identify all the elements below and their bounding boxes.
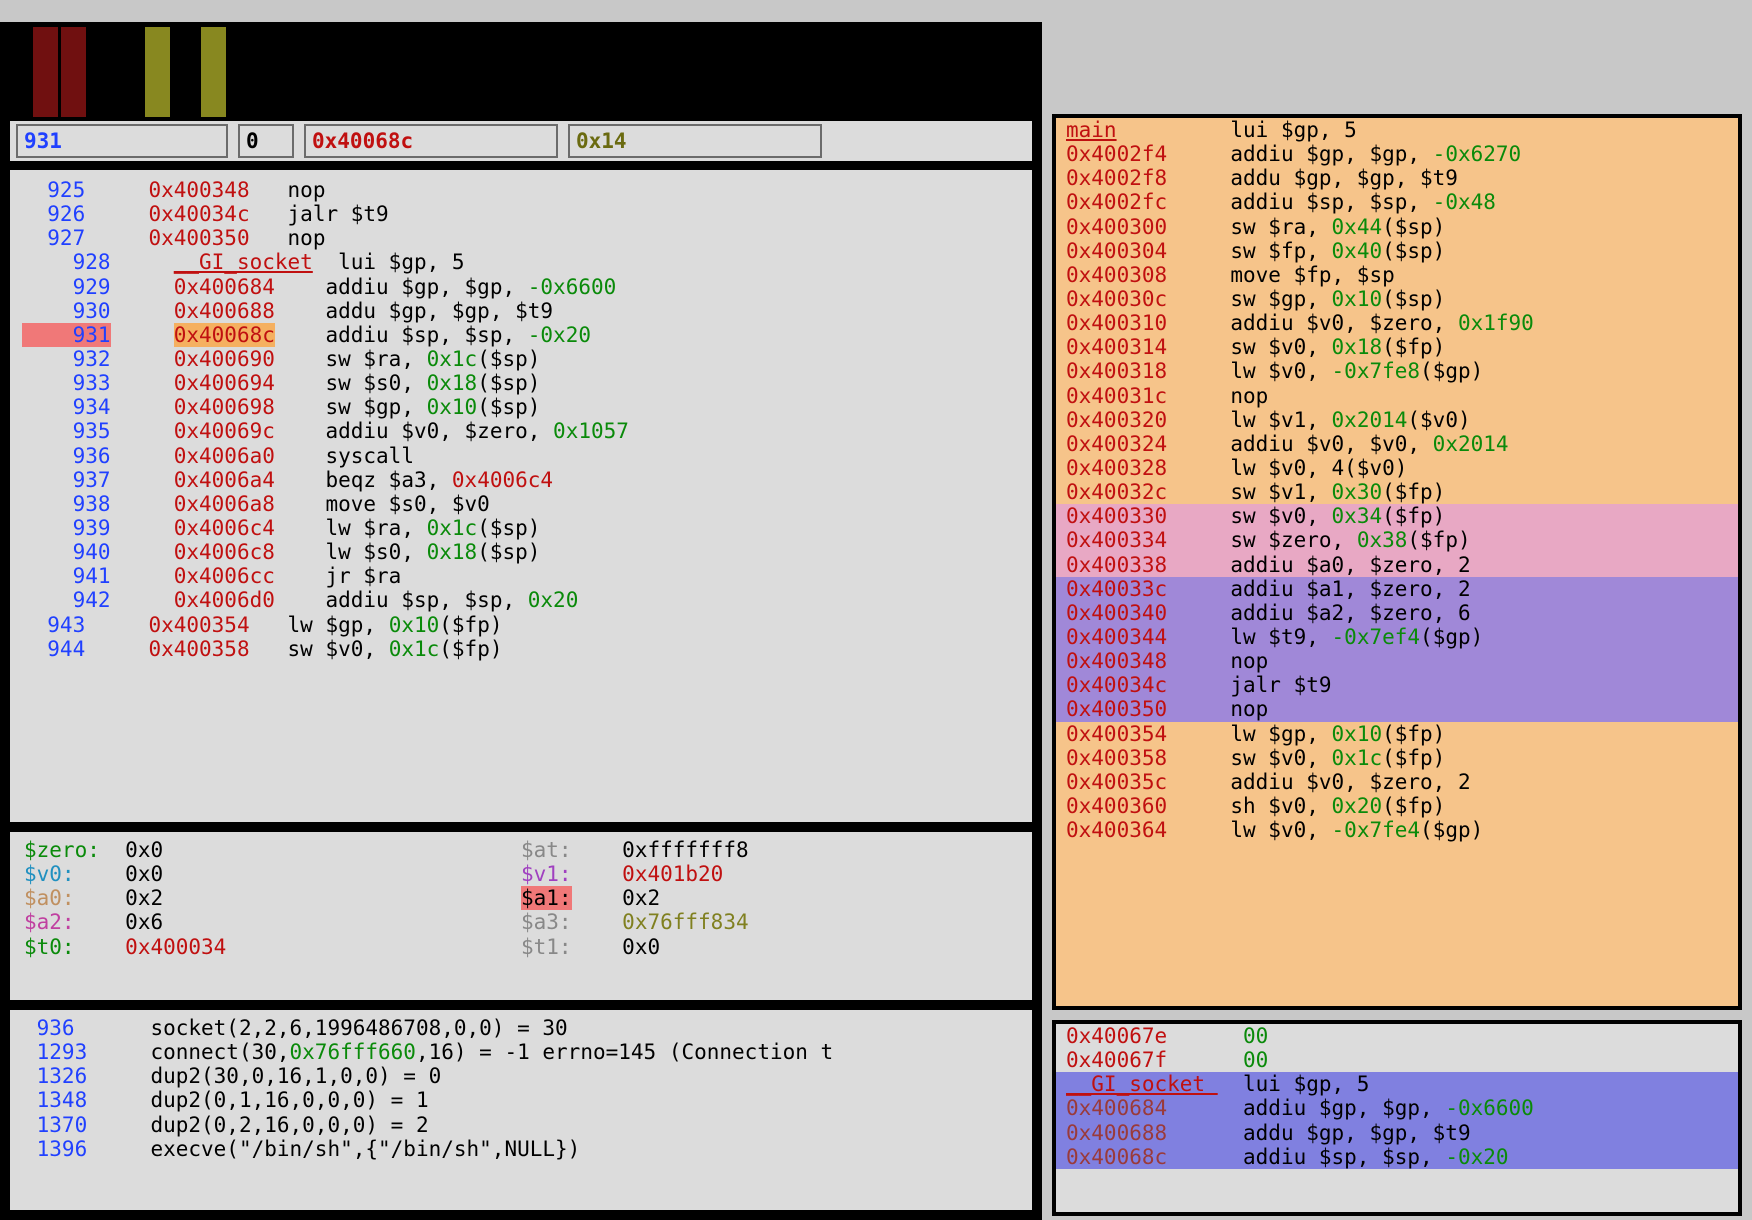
disasm-row[interactable]: 926 0x40034c jalr $t9 bbox=[10, 202, 1032, 226]
line-value: 931 bbox=[24, 129, 62, 153]
func-disasm-row[interactable]: 0x400310 addiu $v0, $zero, 0x1f90 bbox=[1056, 311, 1738, 335]
func-disasm-row[interactable]: 0x400354 lw $gp, 0x10($fp) bbox=[1056, 722, 1738, 746]
disasm-row[interactable]: 935 0x40069c addiu $v0, $zero, 0x1057 bbox=[10, 419, 1032, 443]
trace-row[interactable]: 1348 dup2(0,1,16,0,0,0) = 1 bbox=[24, 1088, 1018, 1112]
disasm-row[interactable]: 937 0x4006a4 beqz $a3, 0x4006c4 bbox=[10, 468, 1032, 492]
memmap-block[interactable] bbox=[145, 27, 170, 117]
disasm-row[interactable]: 931 0x40068c addiu $sp, $sp, -0x20 bbox=[10, 323, 1032, 347]
trace-row[interactable]: 936 socket(2,2,6,1996486708,0,0) = 30 bbox=[24, 1016, 1018, 1040]
func-disasm-row[interactable]: 0x400308 move $fp, $sp bbox=[1056, 263, 1738, 287]
memmap-block[interactable] bbox=[173, 27, 198, 117]
trace-row[interactable]: 1326 dup2(30,0,16,1,0,0) = 0 bbox=[24, 1064, 1018, 1088]
disasm-row[interactable]: 928 __GI_socket lui $gp, 5 bbox=[10, 250, 1032, 274]
func-disasm-row[interactable]: 0x400350 nop bbox=[1056, 697, 1738, 721]
func-disasm-row[interactable]: 0x40032c sw $v1, 0x30($fp) bbox=[1056, 480, 1738, 504]
raw-row[interactable]: 0x40067f 00 bbox=[1056, 1048, 1738, 1072]
func-disasm-row[interactable]: 0x40030c sw $gp, 0x10($sp) bbox=[1056, 287, 1738, 311]
func-disasm-row[interactable]: 0x4002f8 addu $gp, $gp, $t9 bbox=[1056, 166, 1738, 190]
trace-row[interactable]: 1293 connect(30,0x76fff660,16) = -1 errn… bbox=[24, 1040, 1018, 1064]
memmap-block[interactable] bbox=[33, 27, 58, 117]
func-disasm-row[interactable]: 0x400330 sw $v0, 0x34($fp) bbox=[1056, 504, 1738, 528]
syscall-trace-panel[interactable]: 936 socket(2,2,6,1996486708,0,0) = 30 12… bbox=[5, 1005, 1037, 1215]
func-disasm-row[interactable]: 0x40033c addiu $a1, $zero, 2 bbox=[1056, 577, 1738, 601]
func-disasm-row[interactable]: 0x400300 sw $ra, 0x44($sp) bbox=[1056, 215, 1738, 239]
step-value: 0 bbox=[246, 129, 259, 153]
func-disasm-row[interactable]: 0x400318 lw $v0, -0x7fe8($gp) bbox=[1056, 359, 1738, 383]
memmap-block[interactable] bbox=[89, 27, 114, 117]
disassembly-panel[interactable]: 925 0x400348 nop 926 0x40034c jalr $t9 9… bbox=[5, 165, 1037, 827]
inputs-row: 931 0 0x40068c 0x14 bbox=[5, 117, 1037, 165]
disasm-row[interactable]: 938 0x4006a8 move $s0, $v0 bbox=[10, 492, 1032, 516]
register-row: $t0: 0x400034$t1: 0x0 bbox=[24, 935, 1018, 959]
func-disasm-row[interactable]: 0x400338 addiu $a0, $zero, 2 bbox=[1056, 553, 1738, 577]
disasm-row[interactable]: 936 0x4006a0 syscall bbox=[10, 444, 1032, 468]
offset-value: 0x14 bbox=[576, 129, 627, 153]
step-input[interactable]: 0 bbox=[238, 124, 294, 158]
func-disasm-row[interactable]: 0x400324 addiu $v0, $v0, 0x2014 bbox=[1056, 432, 1738, 456]
address-value: 0x40068c bbox=[312, 129, 413, 153]
disasm-row[interactable]: 944 0x400358 sw $v0, 0x1c($fp) bbox=[10, 637, 1032, 661]
func-disasm-row[interactable]: 0x400360 sh $v0, 0x20($fp) bbox=[1056, 794, 1738, 818]
disasm-row[interactable]: 929 0x400684 addiu $gp, $gp, -0x6600 bbox=[10, 275, 1032, 299]
memory-map-bar[interactable] bbox=[5, 27, 1037, 117]
func-disasm-row[interactable]: 0x4002f4 addiu $gp, $gp, -0x6270 bbox=[1056, 142, 1738, 166]
function-disasm-panel[interactable]: main lui $gp, 50x4002f4 addiu $gp, $gp, … bbox=[1052, 114, 1742, 1010]
disasm-row[interactable]: 943 0x400354 lw $gp, 0x10($fp) bbox=[10, 613, 1032, 637]
raw-row[interactable]: 0x400684 addiu $gp, $gp, -0x6600 bbox=[1056, 1096, 1738, 1120]
trace-row[interactable]: 1370 dup2(0,2,16,0,0,0) = 2 bbox=[24, 1113, 1018, 1137]
register-row: $a2: 0x6$a3: 0x76fff834 bbox=[24, 910, 1018, 934]
func-disasm-row[interactable]: 0x400314 sw $v0, 0x18($fp) bbox=[1056, 335, 1738, 359]
func-disasm-row[interactable]: 0x400348 nop bbox=[1056, 649, 1738, 673]
disasm-row[interactable]: 940 0x4006c8 lw $s0, 0x18($sp) bbox=[10, 540, 1032, 564]
disasm-row[interactable]: 934 0x400698 sw $gp, 0x10($sp) bbox=[10, 395, 1032, 419]
raw-row[interactable]: 0x40067e 00 bbox=[1056, 1024, 1738, 1048]
line-input[interactable]: 931 bbox=[16, 124, 228, 158]
address-input[interactable]: 0x40068c bbox=[304, 124, 558, 158]
func-disasm-row[interactable]: 0x40035c addiu $v0, $zero, 2 bbox=[1056, 770, 1738, 794]
func-disasm-row[interactable]: 0x400334 sw $zero, 0x38($fp) bbox=[1056, 528, 1738, 552]
func-disasm-row[interactable]: 0x400364 lw $v0, -0x7fe4($gp) bbox=[1056, 818, 1738, 842]
right-column: main lui $gp, 50x4002f4 addiu $gp, $gp, … bbox=[1042, 22, 1750, 1220]
func-disasm-row[interactable]: 0x400328 lw $v0, 4($v0) bbox=[1056, 456, 1738, 480]
memmap-block[interactable] bbox=[61, 27, 86, 117]
memmap-block[interactable] bbox=[117, 27, 142, 117]
app-root: 931 0 0x40068c 0x14 925 0x400348 nop 926… bbox=[0, 0, 1752, 1220]
register-row: $zero: 0x0$at: 0xfffffff8 bbox=[24, 838, 1018, 862]
raw-row[interactable]: __GI_socket lui $gp, 5 bbox=[1056, 1072, 1738, 1096]
disasm-row[interactable]: 933 0x400694 sw $s0, 0x18($sp) bbox=[10, 371, 1032, 395]
raw-row[interactable]: 0x400688 addu $gp, $gp, $t9 bbox=[1056, 1121, 1738, 1145]
func-disasm-row[interactable]: 0x400320 lw $v1, 0x2014($v0) bbox=[1056, 408, 1738, 432]
func-disasm-row[interactable]: 0x400344 lw $t9, -0x7ef4($gp) bbox=[1056, 625, 1738, 649]
func-disasm-row[interactable]: main lui $gp, 5 bbox=[1056, 118, 1738, 142]
disasm-row[interactable]: 941 0x4006cc jr $ra bbox=[10, 564, 1032, 588]
disasm-row[interactable]: 925 0x400348 nop bbox=[10, 178, 1032, 202]
register-row: $a0: 0x2$a1: 0x2 bbox=[24, 886, 1018, 910]
raw-bytes-panel[interactable]: 0x40067e 000x40067f 00__GI_socket lui $g… bbox=[1052, 1020, 1742, 1216]
offset-input[interactable]: 0x14 bbox=[568, 124, 822, 158]
disasm-row[interactable]: 932 0x400690 sw $ra, 0x1c($sp) bbox=[10, 347, 1032, 371]
register-row: $v0: 0x0$v1: 0x401b20 bbox=[24, 862, 1018, 886]
func-disasm-row[interactable]: 0x400358 sw $v0, 0x1c($fp) bbox=[1056, 746, 1738, 770]
registers-panel[interactable]: $zero: 0x0$at: 0xfffffff8$v0: 0x0$v1: 0x… bbox=[5, 827, 1037, 1005]
raw-row[interactable]: 0x40068c addiu $sp, $sp, -0x20 bbox=[1056, 1145, 1738, 1169]
disasm-row[interactable]: 942 0x4006d0 addiu $sp, $sp, 0x20 bbox=[10, 588, 1032, 612]
trace-row[interactable]: 1396 execve("/bin/sh",{"/bin/sh",NULL}) bbox=[24, 1137, 1018, 1161]
func-disasm-row[interactable]: 0x40034c jalr $t9 bbox=[1056, 673, 1738, 697]
disasm-row[interactable]: 939 0x4006c4 lw $ra, 0x1c($sp) bbox=[10, 516, 1032, 540]
memmap-block[interactable] bbox=[201, 27, 226, 117]
disasm-row[interactable]: 930 0x400688 addu $gp, $gp, $t9 bbox=[10, 299, 1032, 323]
right-inner: main lui $gp, 50x4002f4 addiu $gp, $gp, … bbox=[1052, 114, 1742, 1216]
func-disasm-row[interactable]: 0x400304 sw $fp, 0x40($sp) bbox=[1056, 239, 1738, 263]
disasm-row[interactable]: 927 0x400350 nop bbox=[10, 226, 1032, 250]
left-column: 931 0 0x40068c 0x14 925 0x400348 nop 926… bbox=[0, 22, 1042, 1220]
func-disasm-row[interactable]: 0x4002fc addiu $sp, $sp, -0x48 bbox=[1056, 190, 1738, 214]
func-disasm-row[interactable]: 0x400340 addiu $a2, $zero, 6 bbox=[1056, 601, 1738, 625]
func-disasm-row[interactable]: 0x40031c nop bbox=[1056, 384, 1738, 408]
